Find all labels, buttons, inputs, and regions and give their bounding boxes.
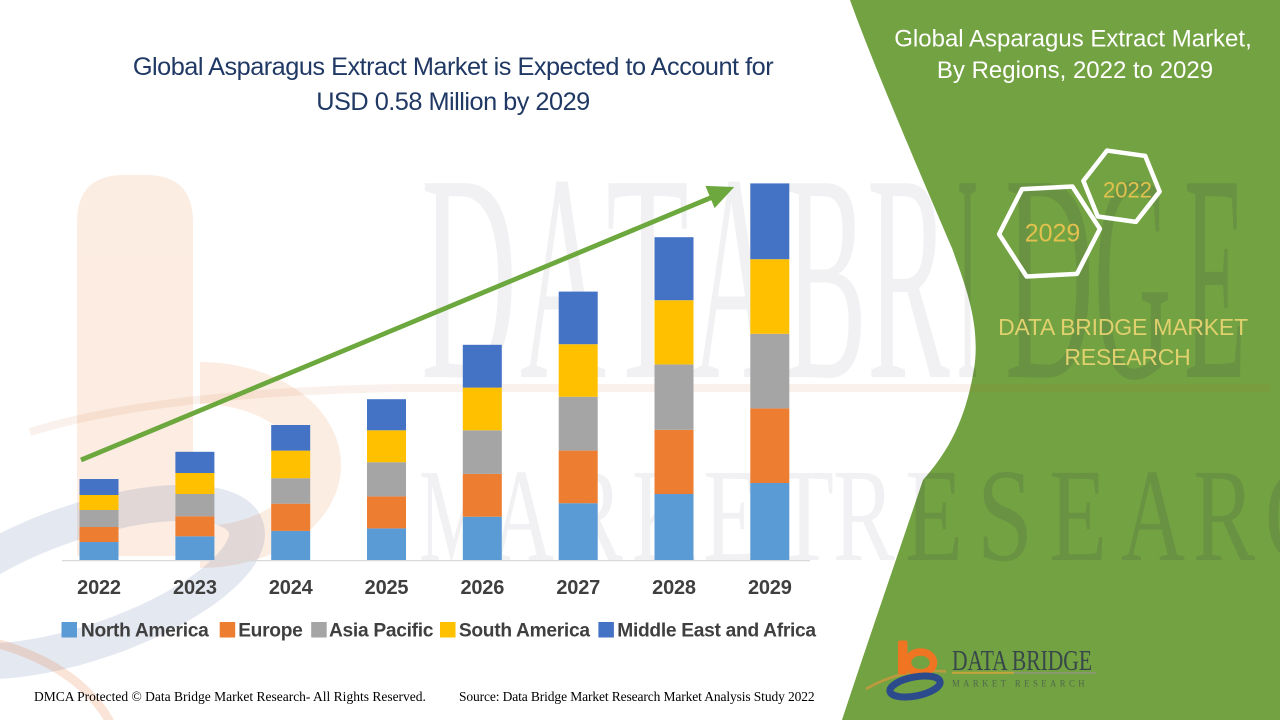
svg-text:2025: 2025 xyxy=(365,577,409,599)
svg-text:DATA BRIDGE MARKET: DATA BRIDGE MARKET xyxy=(998,314,1248,340)
svg-text:2026: 2026 xyxy=(460,577,504,599)
svg-text:MARKET RESEARCH: MARKET RESEARCH xyxy=(952,680,1088,690)
svg-text:2023: 2023 xyxy=(173,577,217,599)
svg-text:2029: 2029 xyxy=(1025,220,1081,248)
svg-text:South America: South America xyxy=(459,621,590,642)
svg-text:DATA BRIDGE: DATA BRIDGE xyxy=(952,645,1092,677)
svg-text:North America: North America xyxy=(81,621,209,642)
svg-text:Middle East and Africa: Middle East and Africa xyxy=(617,621,816,642)
svg-text:Global Asparagus Extract Marke: Global Asparagus Extract Market is Expec… xyxy=(133,53,773,81)
svg-text:USD 0.58 Million by 2029: USD 0.58 Million by 2029 xyxy=(316,88,589,116)
svg-text:2028: 2028 xyxy=(652,577,696,599)
svg-text:2022: 2022 xyxy=(1103,178,1152,203)
svg-text:B: B xyxy=(785,114,867,442)
svg-text:2029: 2029 xyxy=(748,577,792,599)
svg-text:R: R xyxy=(833,442,895,589)
svg-text:By Regions, 2022 to 2029: By Regions, 2022 to 2029 xyxy=(937,57,1213,84)
svg-text:DMCA Protected © Data Bridge M: DMCA Protected © Data Bridge Market Rese… xyxy=(34,689,426,704)
svg-text:Asia Pacific: Asia Pacific xyxy=(329,621,434,642)
svg-text:2027: 2027 xyxy=(556,577,600,599)
svg-text:Global Asparagus Extract Marke: Global Asparagus Extract Market, xyxy=(894,26,1252,53)
svg-text:RESEARCH: RESEARCH xyxy=(1064,344,1190,370)
svg-text:2022: 2022 xyxy=(77,577,121,599)
svg-text:Europe: Europe xyxy=(238,621,303,642)
svg-text:2024: 2024 xyxy=(269,577,314,599)
svg-text:Source: Data Bridge Market Res: Source: Data Bridge Market Research Mark… xyxy=(459,689,814,704)
